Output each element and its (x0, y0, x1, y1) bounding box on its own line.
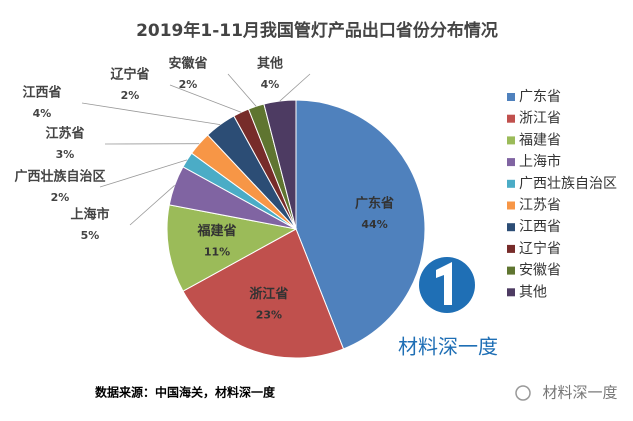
leader-line (81, 102, 221, 126)
slice-label: 辽宁省 (110, 67, 149, 83)
legend-swatch (507, 136, 515, 145)
legend-label: 福建省 (519, 132, 561, 148)
legend-label: 辽宁省 (519, 240, 561, 257)
slice-value-label: 2% (51, 191, 70, 204)
leader-line (99, 159, 188, 188)
source-note: 数据来源：中国海关，材料深一度 (95, 385, 276, 400)
slice-label: 江苏省 (45, 126, 84, 142)
legend-swatch (507, 201, 515, 210)
slice-value-label: 4% (261, 78, 280, 91)
legend-swatch (507, 179, 515, 188)
slice-label: 江西省 (22, 85, 61, 101)
slice-value-label: 23% (256, 308, 282, 321)
slice-label: 福建省 (196, 223, 236, 239)
slice-value-label: 44% (361, 218, 387, 231)
legend-label: 安徽省 (519, 263, 561, 279)
legend-label: 其他 (519, 284, 547, 300)
watermark: 材料深一度 (398, 335, 498, 359)
slice-value-label: 5% (81, 229, 100, 242)
legend-swatch (507, 288, 515, 297)
legend-swatch (507, 93, 515, 101)
legend-swatch (507, 223, 515, 232)
watermark: 材料深一度 (542, 384, 617, 402)
legend-swatch (507, 244, 515, 253)
slice-value-label: 11% (204, 246, 230, 259)
leader-line (129, 185, 175, 226)
legend-label: 广西壮族自治区 (519, 176, 617, 192)
leader-line (279, 73, 311, 102)
slice-label: 安徽省 (168, 56, 207, 72)
legend-label: 浙江省 (519, 111, 561, 127)
slice-label: 浙江省 (249, 286, 288, 302)
leader-line (169, 84, 242, 113)
pie-slice (295, 99, 426, 350)
slice-value-label: 2% (179, 78, 198, 91)
slice-label: 上海市 (70, 207, 109, 223)
legend-label: 广东省 (519, 89, 561, 105)
slice-value-label: 2% (121, 89, 140, 102)
legend-label: 上海市 (519, 153, 561, 170)
legend-swatch (507, 266, 515, 275)
pie-slice (263, 99, 297, 230)
pie-slice (182, 228, 345, 359)
logo-glyph (436, 262, 452, 305)
chart-title: 2019年1-11月我国管灯产品出口省份分布情况 (136, 20, 498, 41)
slice-value-label: 4% (33, 107, 52, 120)
pie-slice (166, 204, 298, 292)
wechat-icon (515, 385, 531, 401)
legend-label: 江苏省 (519, 198, 561, 214)
slice-value-label: 3% (56, 148, 75, 161)
legend-swatch (507, 114, 515, 123)
slice-label: 广东省 (355, 196, 394, 212)
slice-label: 其他 (257, 56, 283, 72)
legend-swatch (507, 158, 515, 167)
leader-line (227, 73, 257, 107)
slice-label: 广西壮族自治区 (14, 169, 105, 185)
legend-label: 江西省 (519, 219, 561, 235)
